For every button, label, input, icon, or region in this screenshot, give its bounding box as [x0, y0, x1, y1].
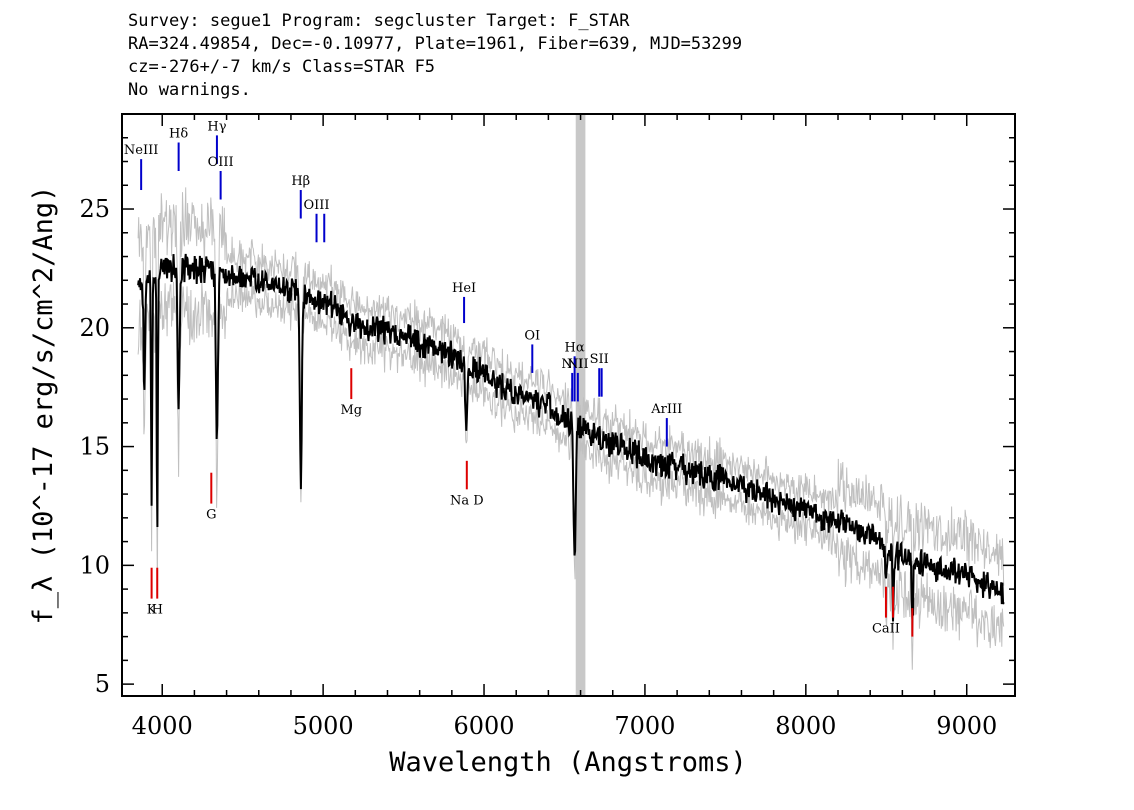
- y-tick-label: 15: [79, 433, 110, 461]
- survey-info-line: Survey: segue1 Program: segcluster Targe…: [128, 11, 630, 31]
- y-tick-label: 20: [79, 314, 110, 342]
- x-tick-label: 5000: [293, 712, 354, 740]
- plot-frame: [121, 113, 1016, 697]
- emission-line-label: Hδ: [169, 127, 188, 142]
- absorption-line-label: H: [152, 603, 163, 618]
- emission-line-label: Hβ: [291, 174, 310, 189]
- emission-line-label: NII: [567, 357, 589, 372]
- emission-line-label: OI: [524, 328, 540, 343]
- ticks-layer: 4000 5000 6000 7000 8000 9000 5 10 15 20 25: [79, 114, 1015, 740]
- x-tick-label: 6000: [453, 712, 514, 740]
- emission-line-label: Hα: [565, 340, 585, 355]
- absorption-line-label: Mg: [340, 403, 362, 418]
- redshift-class-line: cz=-276+/-7 km/s Class=STAR F5: [128, 57, 436, 77]
- x-axis-title: Wavelength (Angstroms): [389, 747, 747, 778]
- y-tick-label: 10: [79, 551, 110, 579]
- absorption-line-label: K: [147, 603, 157, 618]
- absorption-line-label: G: [206, 508, 216, 523]
- emission-line-label: NII: [561, 357, 583, 372]
- x-tick-label: 8000: [775, 712, 836, 740]
- y-tick-label: 5: [95, 670, 110, 698]
- flux-series: [137, 253, 1005, 622]
- emission-line-label: NeIII: [124, 143, 158, 158]
- emission-line-label: OIII: [208, 155, 234, 170]
- y-tick-label: 25: [79, 195, 110, 223]
- emission-line-label: Hγ: [207, 119, 226, 134]
- warnings-line: No warnings.: [128, 80, 251, 100]
- y-axis-title: f_λ (10^-17 erg/s/cm^2/Ang): [28, 186, 59, 625]
- x-tick-label: 4000: [132, 712, 193, 740]
- spectrum-header: Survey: segue1 Program: segcluster Targe…: [128, 10, 742, 102]
- absorption-line-label: Na D: [450, 493, 484, 508]
- x-tick-label: 9000: [936, 712, 997, 740]
- emission-line-label: HeI: [452, 281, 476, 296]
- coordinates-line: RA=324.49854, Dec=-0.10977, Plate=1961, …: [128, 34, 743, 54]
- absorption-line-label: CaII: [872, 622, 900, 637]
- noise-lower-series: [137, 275, 1005, 670]
- flux-layer: [137, 253, 1005, 622]
- y-axis-title-text: f_λ (10^-17 erg/s/cm^2/Ang): [28, 186, 59, 625]
- emission-line-label: SII: [590, 352, 609, 367]
- x-tick-label: 7000: [614, 712, 675, 740]
- emission-line-label: ArIII: [650, 402, 682, 417]
- emission-line-label: OIII: [303, 198, 329, 213]
- noise-upper-series: [137, 187, 1005, 596]
